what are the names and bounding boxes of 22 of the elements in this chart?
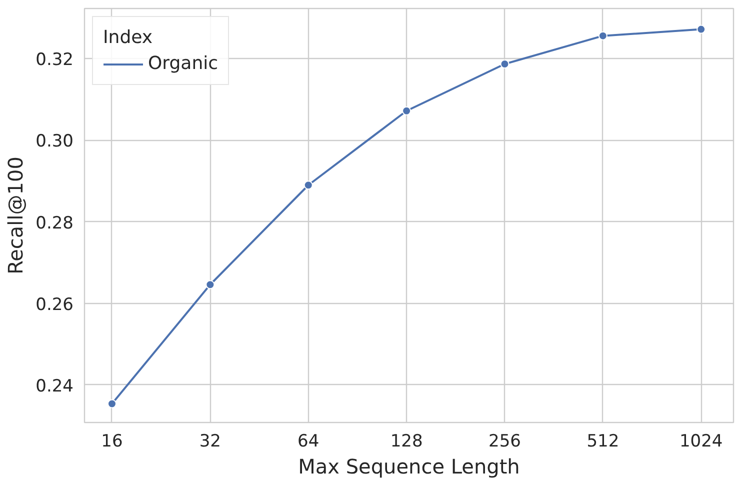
y-tick-label: 0.26 [36, 294, 74, 315]
y-tick-label: 0.24 [36, 376, 74, 396]
point [500, 59, 510, 68]
point [402, 106, 412, 116]
point [696, 24, 706, 34]
y-tick-label: 0.30 [36, 132, 74, 152]
x-tick-label: 256 [488, 432, 521, 452]
x-tick-label: 512 [586, 432, 620, 452]
y-axis-title: Recall@100 [4, 156, 28, 274]
x-tick-label: 1024 [679, 432, 723, 452]
x-tick-label: 128 [390, 432, 423, 452]
x-tick-label: 32 [199, 432, 221, 452]
y-tick-label: 0.32 [36, 50, 74, 70]
point [206, 280, 215, 290]
point [598, 31, 608, 40]
point [304, 180, 313, 190]
x-tick-label: 16 [101, 432, 123, 452]
legend-label: Organic [148, 53, 218, 74]
y-tick-label: 0.28 [36, 213, 74, 234]
x-tick-label: 64 [298, 432, 320, 452]
x-axis-title: Max Sequence Length [298, 454, 520, 478]
legend-title: Index [103, 27, 154, 48]
